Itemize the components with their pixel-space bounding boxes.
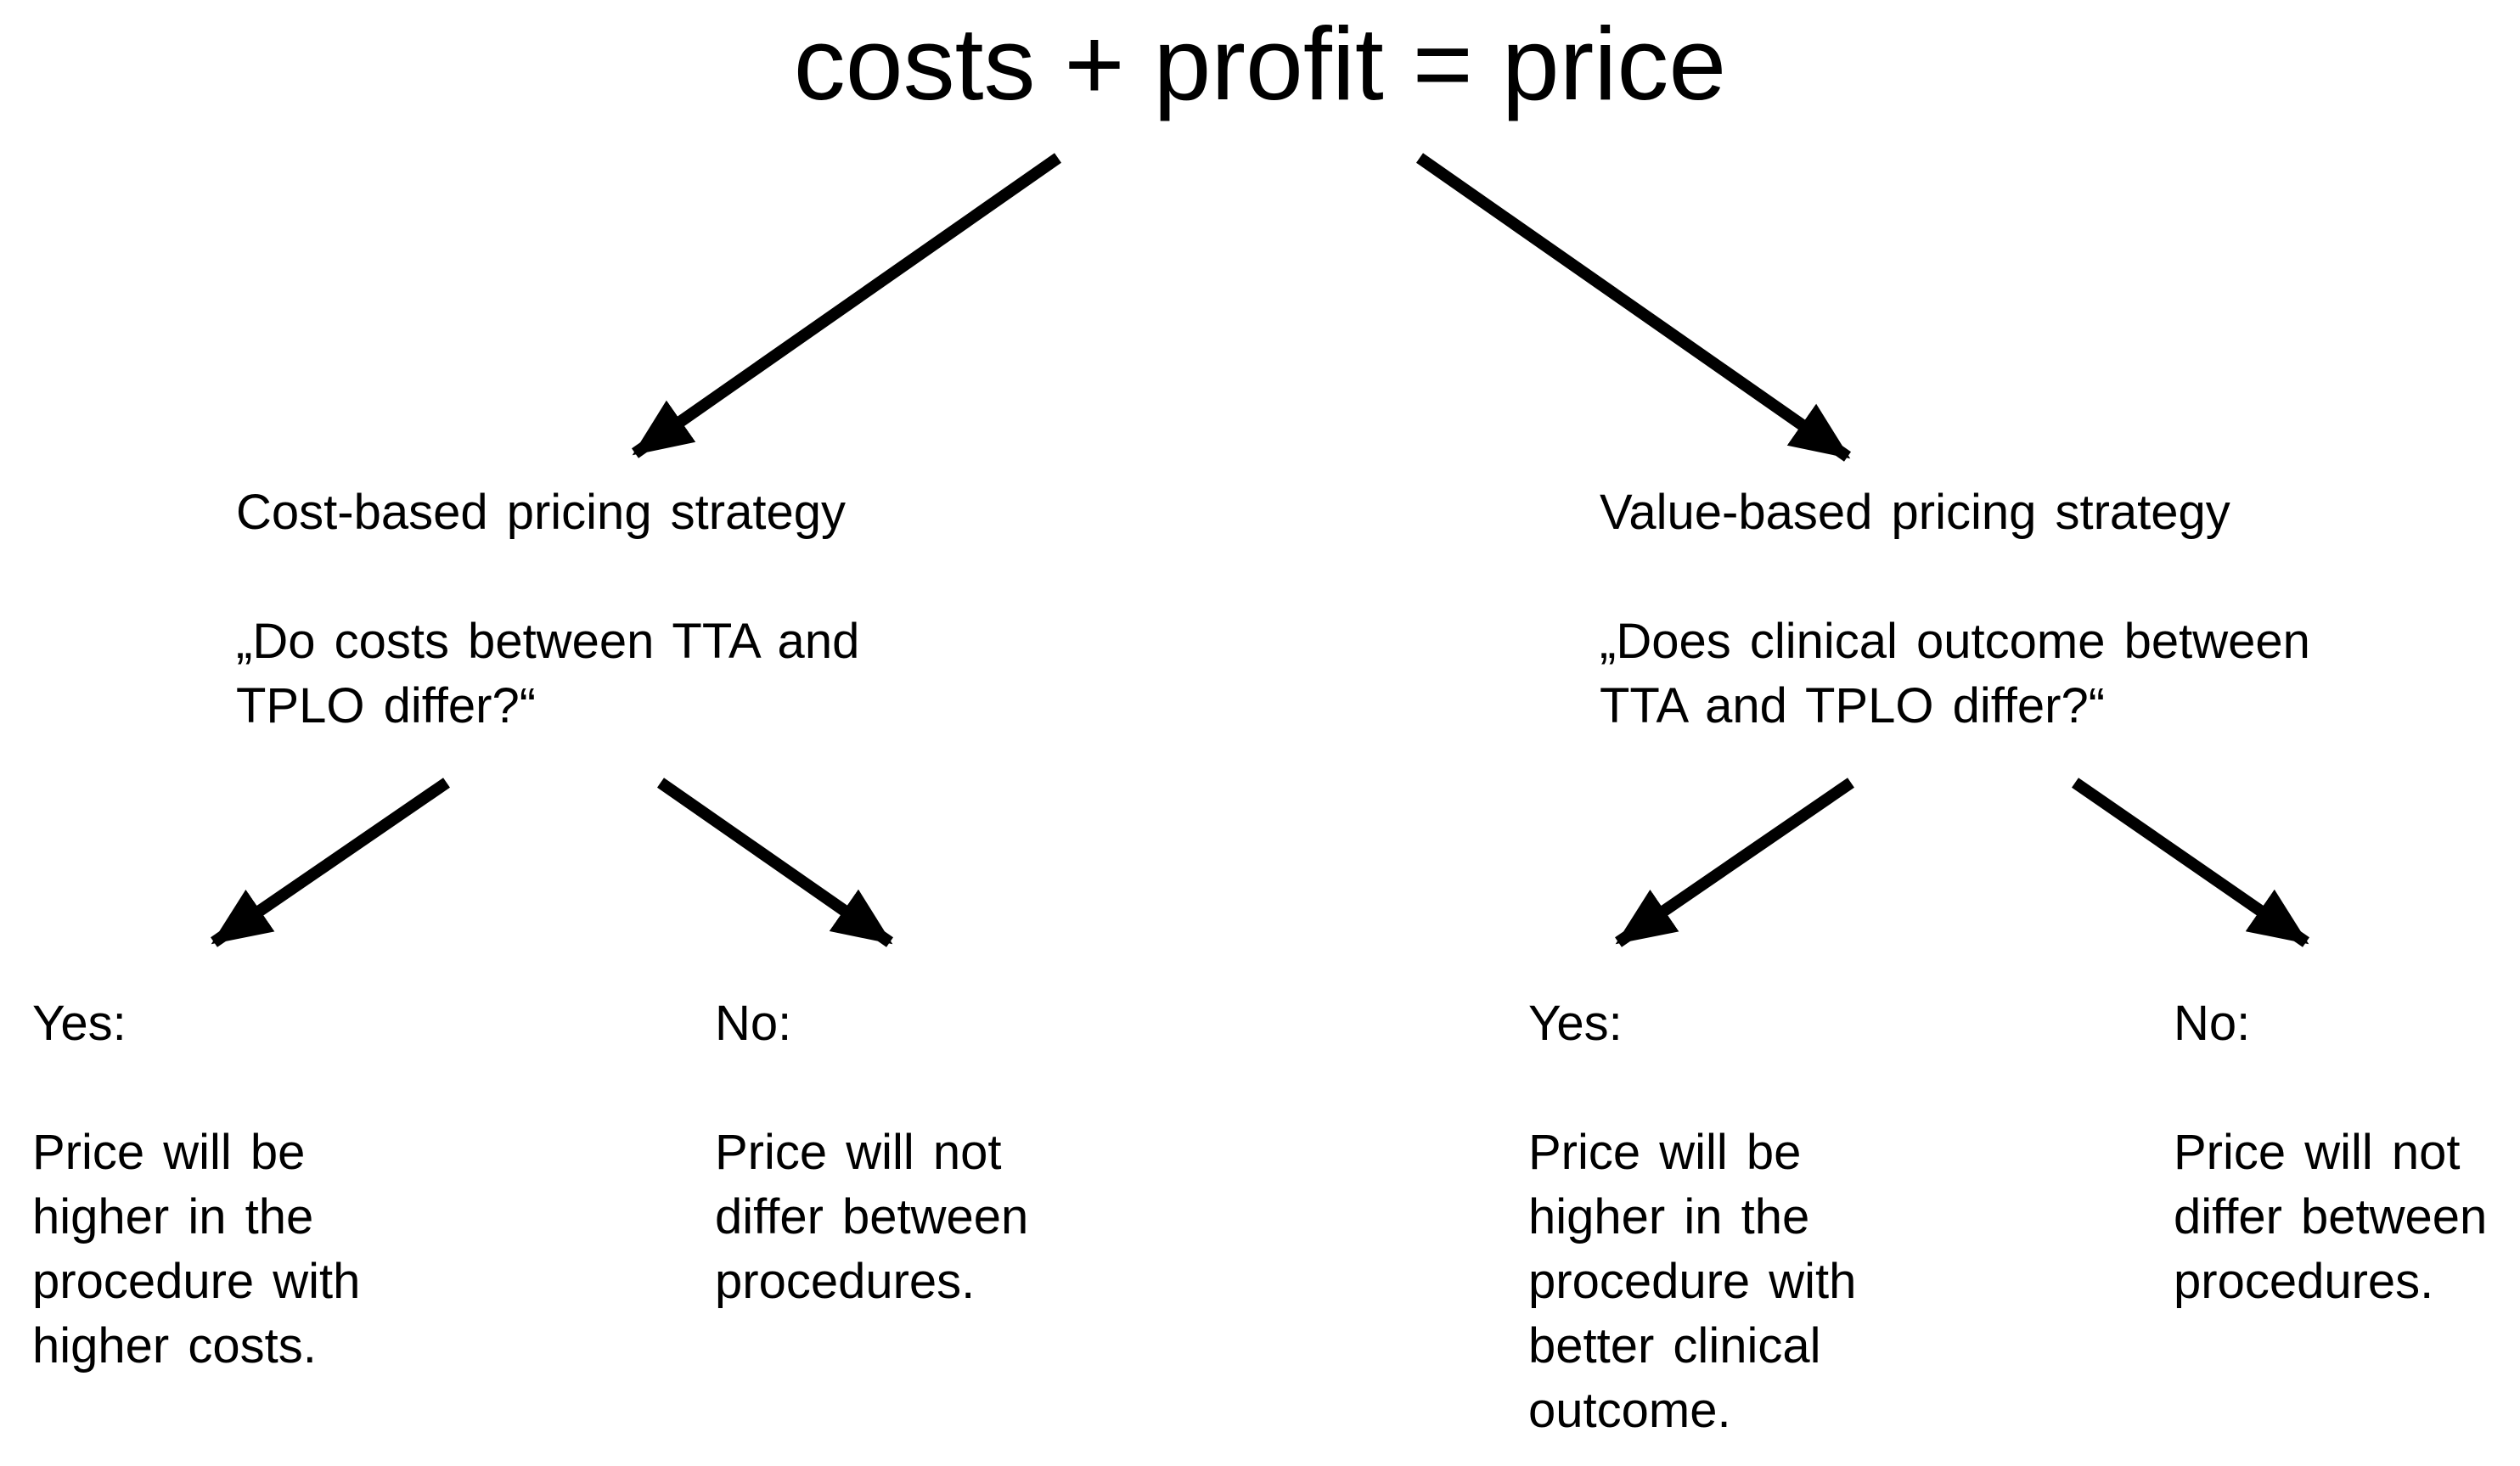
value-question-line2: TTA and TPLO differ?“	[1600, 678, 2106, 733]
cost-no-node: No: Price will not differ between proced…	[715, 991, 1028, 1314]
cost-strategy-label: Cost-based pricing strategy	[236, 485, 846, 540]
arrow-title-to-value	[1415, 153, 1852, 462]
arrow-cost-to-yes	[211, 778, 450, 947]
cost-no-line: procedures.	[715, 1254, 976, 1309]
value-strategy-node: Value-based pricing strategy „Does clini…	[1600, 480, 2310, 739]
value-no-label: No:	[2174, 996, 2251, 1051]
cost-yes-line: higher in the	[32, 1189, 314, 1244]
value-no-line: differ between	[2174, 1189, 2488, 1244]
value-yes-line: Price will be	[1528, 1125, 1802, 1180]
arrow-value-to-yes	[1615, 778, 1854, 947]
cost-yes-node: Yes: Price will be higher in the procedu…	[32, 991, 360, 1379]
value-yes-line: outcome.	[1528, 1383, 1731, 1438]
value-question-line1: „Does clinical outcome between	[1600, 614, 2310, 669]
cost-yes-line: Price will be	[32, 1125, 306, 1180]
value-yes-label: Yes:	[1528, 996, 1623, 1051]
arrow-cost-to-no	[657, 778, 893, 947]
arrow-value-to-no	[2072, 778, 2309, 947]
value-strategy-label: Value-based pricing strategy	[1600, 485, 2230, 540]
cost-yes-line: higher costs.	[32, 1318, 317, 1373]
value-yes-node: Yes: Price will be higher in the procedu…	[1528, 991, 1856, 1443]
diagram-title: costs + profit = price	[793, 6, 1727, 121]
arrow-title-to-cost	[631, 153, 1062, 458]
value-yes-line: better clinical	[1528, 1318, 1821, 1373]
cost-strategy-node: Cost-based pricing strategy „Do costs be…	[236, 480, 859, 739]
cost-no-line: Price will not	[715, 1125, 1002, 1180]
value-no-node: No: Price will not differ between proced…	[2174, 991, 2487, 1314]
cost-question-line2: TPLO differ?“	[236, 678, 537, 733]
cost-question-line1: „Do costs between TTA and	[236, 614, 860, 669]
cost-yes-label: Yes:	[32, 996, 127, 1051]
cost-no-line: differ between	[715, 1189, 1029, 1244]
value-yes-line: higher in the	[1528, 1189, 1810, 1244]
value-yes-line: procedure with	[1528, 1254, 1857, 1309]
value-no-line: Price will not	[2174, 1125, 2461, 1180]
cost-no-label: No:	[715, 996, 792, 1051]
cost-yes-line: procedure with	[32, 1254, 361, 1309]
value-no-line: procedures.	[2174, 1254, 2434, 1309]
